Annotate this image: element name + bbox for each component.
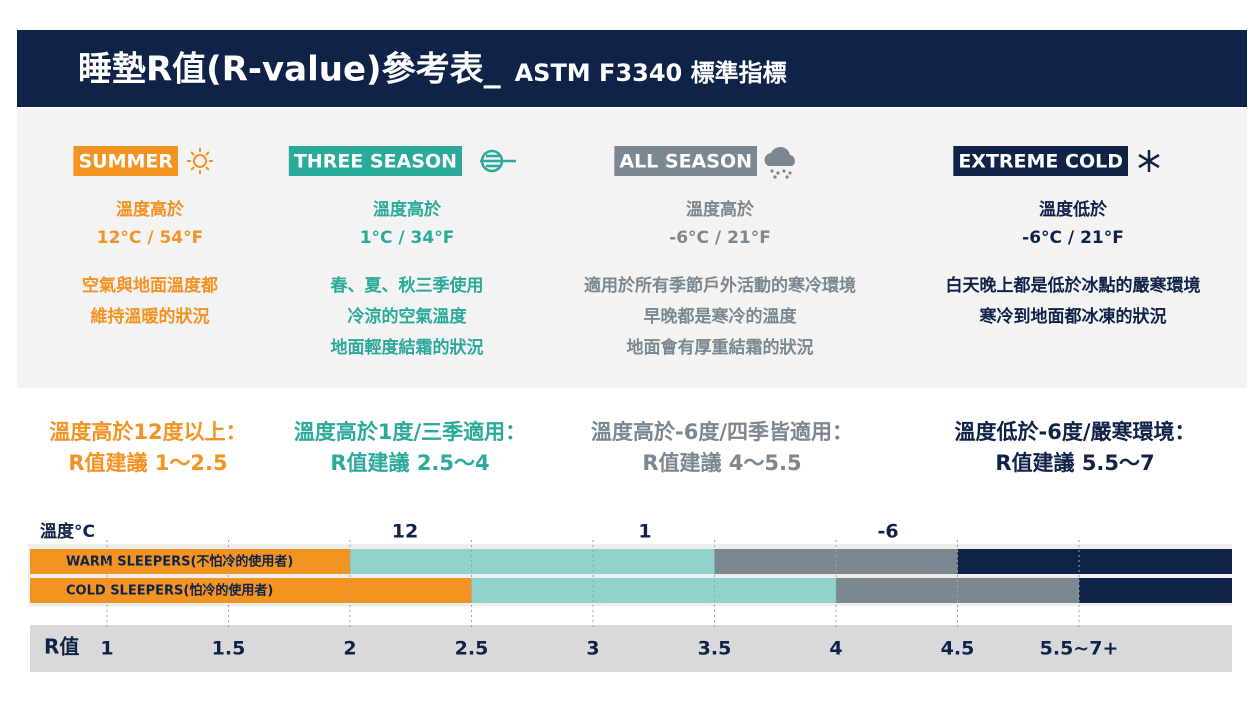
title: 睡墊R值(R-value)參考表_ <box>78 50 501 90</box>
recommendation-advice: R值建議 1〜2.5 <box>68 451 227 475</box>
description: 地面會有厚重結霜的狀況 <box>627 337 814 358</box>
subtitle: ASTM F3340 標準指標 <box>515 59 787 87</box>
bar-segment <box>471 578 836 603</box>
r-tick-label: 2.5 <box>455 638 489 660</box>
sun-icon <box>187 148 213 174</box>
temp-label: 溫度高於 <box>116 199 185 220</box>
badge-label: SUMMER <box>78 151 173 173</box>
bar-label: WARM SLEEPERS(不怕冷的使用者) <box>66 554 293 570</box>
r-tick-label: 1 <box>100 638 113 660</box>
bar-segment <box>957 549 1232 574</box>
description: 冷涼的空氣溫度 <box>348 306 468 327</box>
badge-label: ALL SEASON <box>619 151 752 173</box>
badge-label: EXTREME COLD <box>958 151 1123 173</box>
r-tick-label: 2 <box>343 638 356 660</box>
badge-box <box>288 146 462 176</box>
description: 地面輕度結霜的狀況 <box>331 337 484 358</box>
r-tick-label: 4 <box>829 638 842 660</box>
temp-value: 12°C / 54°F <box>97 228 203 248</box>
badge-box <box>614 146 757 176</box>
bar-segment <box>1079 578 1232 603</box>
bar-segment <box>30 578 472 603</box>
r-tick-label: 1.5 <box>212 638 246 660</box>
bar-segment <box>30 549 350 574</box>
badge-box <box>73 146 178 176</box>
wind-icon <box>480 149 516 173</box>
temp-value: -6°C / 21°F <box>669 228 771 248</box>
badge-box <box>953 146 1128 176</box>
header-bar <box>17 30 1247 107</box>
temp-label: 溫度高於 <box>373 199 442 220</box>
recommendation-advice: R值建議 5.5〜7 <box>995 451 1154 475</box>
temperature-label: -6 <box>877 521 898 543</box>
temp-value: -6°C / 21°F <box>1022 228 1124 248</box>
description: 早晚都是寒冷的溫度 <box>644 306 798 327</box>
bar-label: COLD SLEEPERS(怕冷的使用者) <box>66 583 273 599</box>
r-tick-label: 3.5 <box>698 638 732 660</box>
temperature-title: 溫度°C <box>40 521 95 542</box>
temp-value: 1°C / 34°F <box>360 228 455 248</box>
description: 寒冷到地面都冰凍的狀況 <box>980 306 1167 327</box>
recommendation-condition: 溫度低於-6度/嚴寒環境： <box>955 420 1196 444</box>
recommendation-advice: R值建議 4〜5.5 <box>642 451 801 475</box>
temp-label: 溫度高於 <box>686 199 755 220</box>
description: 空氣與地面溫度都 <box>82 275 218 296</box>
description: 春、夏、秋三季使用 <box>331 275 484 296</box>
description: 白天晚上都是低於冰點的嚴寒環境 <box>946 275 1201 296</box>
r-tick-label: 3 <box>586 638 599 660</box>
temperature-label: 12 <box>392 521 418 543</box>
recommendation-condition: 溫度高於-6度/四季皆適用： <box>591 420 853 444</box>
r-tick-label: 4.5 <box>941 638 975 660</box>
temp-label: 溫度低於 <box>1039 199 1108 220</box>
description: 維持溫暖的狀況 <box>91 306 210 327</box>
bar-segment <box>350 549 715 574</box>
snowflake-icon <box>1138 150 1160 172</box>
r-axis-title: R值 <box>44 635 79 659</box>
recommendation-advice: R值建議 2.5〜4 <box>330 451 489 475</box>
r-axis-band <box>30 625 1232 672</box>
description: 適用於所有季節戶外活動的寒冷環境 <box>584 275 856 296</box>
snow-cloud-icon <box>764 146 795 179</box>
recommendation-condition: 溫度高於12度以上： <box>49 420 246 444</box>
recommendation-condition: 溫度高於1度/三季適用： <box>294 420 526 444</box>
temperature-label: 1 <box>638 521 651 543</box>
badge-label: THREE SEASON <box>294 151 457 173</box>
r-tick-label: 5.5~7+ <box>1040 638 1119 660</box>
